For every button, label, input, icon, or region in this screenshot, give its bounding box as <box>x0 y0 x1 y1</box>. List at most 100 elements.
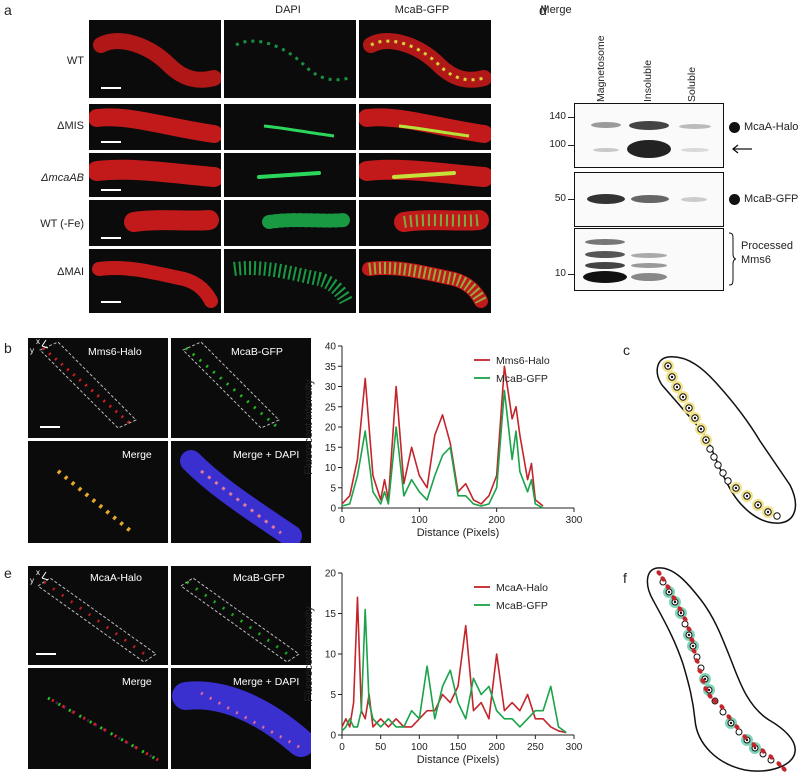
col-header-mcab-gfp: McaB-GFP <box>394 4 450 16</box>
col-header-dapi: DAPI <box>275 4 301 16</box>
image-e-merge: Merge <box>28 668 168 769</box>
band <box>631 253 667 258</box>
magnetosome-center <box>766 510 770 514</box>
y-tick-label: 15 <box>325 609 337 620</box>
image-dmis-mcab <box>224 104 356 150</box>
mw-140: 140 <box>549 111 566 122</box>
mcaa-signal-mark <box>712 698 718 704</box>
magnetosome-center <box>756 503 760 507</box>
row-label-dmcaab: ΔmcaAB <box>41 172 84 184</box>
band <box>585 251 625 258</box>
magnetosome-marker <box>735 728 743 736</box>
image-b-merge-dapi: Merge + DAPI <box>171 441 311 543</box>
axis-x-mark: x <box>36 568 40 577</box>
mcaa-signal-mark <box>697 668 703 674</box>
y-tick-label: 10 <box>325 463 337 474</box>
mcaa-signal-mark <box>719 704 725 710</box>
cell-schematic-f <box>646 567 796 772</box>
image-dmis-dapi <box>89 104 221 150</box>
image-wtfe-mcab <box>224 200 356 246</box>
panel-a-letter: a <box>4 2 12 18</box>
tile-label: Merge + DAPI <box>233 676 300 688</box>
magnetosome-marker <box>710 453 718 461</box>
panel-d-letter: d <box>539 2 547 18</box>
mcaa-signal-mark <box>665 584 671 590</box>
cell-schematic-c <box>656 356 797 524</box>
mcaa-signal-mark <box>768 754 774 760</box>
magnetosome-center <box>675 385 679 389</box>
magnetosome-center <box>681 395 685 399</box>
magnetosome-marker <box>681 620 689 628</box>
x-axis-label: Distance (Pixels) <box>417 754 500 766</box>
mcaa-signal-mark <box>734 724 740 730</box>
y-axis-label: Fluorecent intensity <box>303 606 315 702</box>
panel-c-letter: c <box>623 342 630 358</box>
magnetosome-marker <box>724 477 732 485</box>
y-tick-label: 35 <box>325 362 337 373</box>
image-dmcaab-dapi <box>89 153 221 197</box>
mcaa-signal-mark <box>781 766 787 772</box>
magnetosome-center <box>687 406 691 410</box>
band <box>585 262 625 269</box>
y-tick-label: 0 <box>330 731 336 742</box>
y-axis-label: Fluorecent intensity <box>303 379 315 475</box>
lane-label-insoluble: Insoluble <box>642 59 654 102</box>
image-b-mcab-gfp: McaB-GFP <box>171 338 311 438</box>
tile-label: McaB-GFP <box>233 572 285 584</box>
magnetosome-center <box>687 633 691 637</box>
row-label-wt-fe: WT (-Fe) <box>40 218 84 230</box>
bracket-icon <box>728 232 737 286</box>
magnetosome-marker <box>719 469 727 477</box>
axis-y-mark: y <box>30 346 34 355</box>
mcaa-signal-mark <box>656 570 662 576</box>
x-axis-label: Distance (Pixels) <box>417 527 500 539</box>
x-tick-label: 250 <box>527 742 544 753</box>
y-tick-label: 25 <box>325 402 337 413</box>
legend-label: Mms6-Halo <box>496 355 550 367</box>
tile-label: Merge <box>122 449 152 461</box>
image-wt-mcab <box>224 20 356 98</box>
mw-50: 50 <box>554 193 566 204</box>
row-label-dmai: ΔMAI <box>57 266 84 278</box>
mcaa-signal-mark <box>726 714 732 720</box>
magnetosome-center <box>679 611 683 615</box>
band <box>631 273 667 281</box>
cell-outline <box>646 567 796 772</box>
series-line-mcab-gfp <box>341 389 544 509</box>
series-line-mcab-gfp <box>341 608 567 734</box>
mcaa-signal-mark <box>703 686 709 692</box>
blot-mcaa <box>574 103 724 168</box>
y-tick-label: 10 <box>325 650 337 661</box>
magnetosome-center <box>704 438 708 442</box>
x-tick-label: 200 <box>488 742 505 753</box>
legend-label: McaB-GFP <box>496 600 548 612</box>
image-dmai-merge <box>359 249 491 313</box>
mcaa-signal-mark <box>686 626 692 632</box>
mcaa-signal-mark <box>682 616 688 622</box>
label-mcaa-halo: McaA-Halo <box>744 121 799 133</box>
y-tick-label: 0 <box>330 504 336 515</box>
tile-label: Mms6-Halo <box>88 346 142 358</box>
mcaa-signal-mark <box>660 576 666 582</box>
x-tick-label: 50 <box>375 742 387 753</box>
marker-dot-icon <box>729 194 740 205</box>
mw-100: 100 <box>549 139 566 150</box>
band <box>629 121 669 130</box>
cell-outline <box>656 356 797 524</box>
col-header-merge: Merge <box>540 4 572 16</box>
axis-y-mark: y <box>30 576 34 585</box>
y-tick-label: 30 <box>325 382 337 393</box>
x-tick-label: 100 <box>411 515 428 526</box>
image-wt-merge <box>359 20 491 98</box>
arrow-left-icon <box>731 144 752 154</box>
band <box>585 239 625 245</box>
series-line-mcaa-halo <box>341 596 567 734</box>
row-label-wt: WT <box>66 55 84 67</box>
y-tick-label: 5 <box>330 483 336 494</box>
mw-10: 10 <box>554 268 566 279</box>
image-e-merge-dapi: Merge + DAPI <box>171 668 311 769</box>
mcaa-signal-mark <box>760 748 766 754</box>
tile-label: McaA-Halo <box>90 572 142 584</box>
line-chart-e: 0 50 100 150 200 250 300 0 5 10 15 20 Distance (Pixe… <box>303 569 583 767</box>
mcaa-signal-mark <box>694 658 700 664</box>
